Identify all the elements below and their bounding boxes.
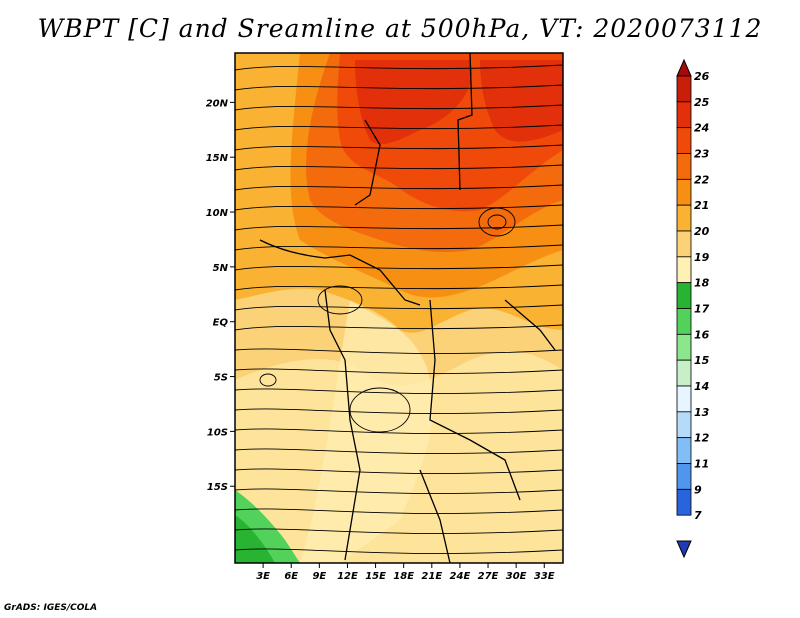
colorbar-swatch — [676, 411, 692, 439]
lat-label: 20N — [206, 98, 229, 109]
colorbar-label: 22 — [694, 173, 710, 186]
colorbar-swatch — [676, 256, 692, 284]
lat-label: 10S — [207, 427, 228, 438]
lon-label: 6E — [284, 571, 298, 582]
colorbar-label: 15 — [694, 354, 710, 367]
colorbar-label: 23 — [694, 148, 710, 161]
colorbar-swatch — [676, 230, 692, 258]
colorbar-label: 16 — [694, 328, 710, 341]
colorbar-label: 7 — [694, 509, 702, 522]
lat-label: 5N — [213, 263, 229, 274]
lat-label: EQ — [213, 318, 229, 329]
colorbar-swatch — [676, 463, 692, 490]
colorbar-swatch — [676, 282, 692, 309]
lon-label: 9E — [312, 571, 326, 582]
colorbar-label: 18 — [694, 277, 710, 290]
colorbar-swatch — [676, 437, 692, 464]
lon-label: 3E — [256, 571, 270, 582]
lat-label: 5S — [214, 373, 228, 384]
colorbar: 26 25 24 23 22 21 20 19 18 17 16 15 14 13 12 11 9 7 — [676, 58, 710, 559]
lon-label: 21E — [421, 571, 442, 582]
axis-ticks: 20N 15N 10N 5N EQ 5S 10S 15S 3E 6E 9E 12E 15E 18E 21E 2… — [206, 98, 555, 582]
lon-label: 33E — [534, 571, 555, 582]
colorbar-label: 12 — [694, 432, 710, 445]
colorbar-label: 20 — [694, 225, 710, 238]
colorbar-label: 14 — [694, 380, 709, 393]
lon-label: 24E — [450, 571, 471, 582]
colorbar-label: 13 — [694, 406, 710, 419]
colorbar-swatch — [676, 488, 692, 516]
colorbar-label: 19 — [694, 251, 710, 264]
lon-label: 18E — [393, 571, 414, 582]
lat-label: 15S — [207, 482, 228, 493]
colorbar-swatch — [676, 75, 692, 103]
colorbar-label: 25 — [694, 96, 710, 109]
colorbar-swatch — [676, 308, 692, 335]
map-frame — [234, 52, 564, 564]
grads-credit: GrADS: IGES/COLA — [4, 603, 98, 613]
lon-label: 15E — [365, 571, 386, 582]
streamlines — [235, 64, 563, 554]
colorbar-swatch — [676, 101, 692, 129]
colorbar-swatch — [676, 178, 692, 206]
colorbar-swatch — [676, 359, 692, 387]
colorbar-label: 9 — [694, 483, 702, 496]
colorbar-label: 17 — [694, 303, 710, 316]
lon-label: 30E — [506, 571, 527, 582]
lon-label: 27E — [478, 571, 499, 582]
colorbar-label: 24 — [694, 122, 709, 135]
colorbar-swatch — [676, 385, 692, 413]
colorbar-cap-bottom — [676, 540, 692, 559]
colorbar-cap-top — [676, 58, 692, 77]
colorbar-label: 26 — [694, 70, 710, 83]
lat-label: 15N — [206, 153, 229, 164]
country-borders — [259, 53, 556, 563]
colorbar-swatch — [676, 204, 692, 232]
colorbar-label: 21 — [694, 199, 709, 212]
colorbar-swatch — [676, 127, 692, 154]
colorbar-label: 11 — [694, 458, 709, 471]
colorbar-swatch — [676, 153, 692, 180]
lat-label: 10N — [206, 208, 229, 219]
map-title: WBPT [C] and Sreamline at 500hPa, VT: 20… — [37, 14, 763, 43]
lon-label: 12E — [337, 571, 358, 582]
colorbar-swatch — [676, 333, 692, 361]
